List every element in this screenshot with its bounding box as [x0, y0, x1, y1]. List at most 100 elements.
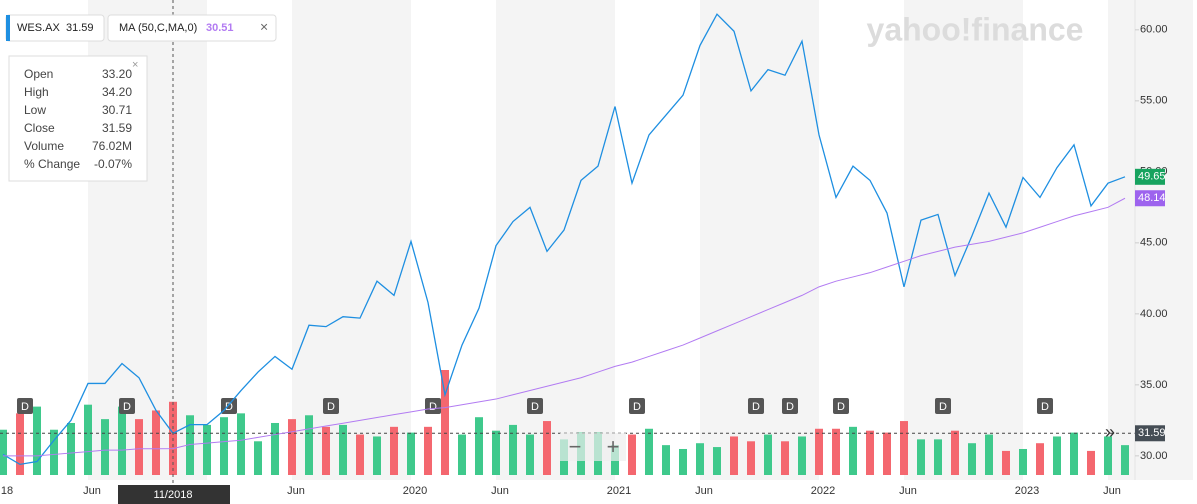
- volume-bar: [1087, 450, 1095, 475]
- y-tick-label: 55.00: [1140, 95, 1168, 107]
- x-tick-label: 18: [1, 485, 13, 497]
- volume-bar: [50, 429, 58, 475]
- volume-bar: [0, 429, 7, 475]
- volume-bar: [339, 424, 347, 475]
- tooltip: [8, 55, 148, 182]
- x-tick-label: 2022: [811, 485, 835, 497]
- volume-bar: [747, 441, 755, 475]
- dividend-label: D: [939, 401, 947, 413]
- legend-accent: [6, 15, 10, 41]
- dividend-marker: [527, 398, 543, 414]
- volume-bar: [679, 448, 687, 475]
- x-tick-label: Jun: [83, 485, 101, 497]
- volume-bar: [543, 421, 551, 475]
- legend-name: MA (50,C,MA,0): [119, 22, 197, 34]
- legend-name: WES.AX: [17, 22, 60, 34]
- price-badge: [1135, 190, 1165, 207]
- dividend-marker: [748, 398, 764, 414]
- dividend-marker: [629, 398, 645, 414]
- zoom-button[interactable]: −: [569, 434, 582, 459]
- price-line-series: [2, 13, 1126, 466]
- x-tick-label: Jun: [287, 485, 305, 497]
- price-badge-label: 31.59: [1138, 427, 1166, 439]
- volume-bar: [1053, 436, 1061, 475]
- volume-bar: [713, 447, 721, 475]
- tooltip-key: Low: [24, 103, 46, 117]
- scroll-button[interactable]: »: [1105, 422, 1115, 442]
- volume-bar: [1019, 448, 1027, 475]
- x-tick-label: Jun: [1103, 485, 1121, 497]
- dividend-label: D: [531, 401, 539, 413]
- volume-bar: [135, 419, 143, 475]
- tooltip-value: 31.59: [102, 121, 132, 135]
- tooltip-value: 30.71: [102, 103, 132, 117]
- band: [1108, 0, 1193, 480]
- x-tick-label: Jun: [695, 485, 713, 497]
- x-tick-label: 2021: [607, 485, 631, 497]
- x-tick-label: 2020: [403, 485, 427, 497]
- volume-bar: [900, 421, 908, 475]
- legend-value: 30.51: [206, 22, 234, 34]
- volume-bar: [390, 426, 398, 475]
- price-badge-label: 49.65: [1138, 171, 1166, 183]
- y-tick-label: 35.00: [1140, 379, 1168, 391]
- volume-bar: [628, 434, 636, 475]
- volume-bar: [203, 424, 211, 475]
- dividend-marker: [833, 398, 849, 414]
- volume-bar: [373, 436, 381, 475]
- crosshair-label-box: [118, 485, 230, 504]
- volume-bar: [101, 419, 109, 475]
- volume-bar: [1036, 443, 1044, 475]
- legend-close[interactable]: ×: [260, 19, 268, 35]
- volume-bar: [951, 430, 959, 475]
- dividend-label: D: [429, 401, 437, 413]
- volume-bar: [1121, 445, 1129, 475]
- tooltip-key: Open: [24, 67, 53, 81]
- dividend-label: D: [225, 401, 233, 413]
- dividend-marker: [782, 398, 798, 414]
- dividend-marker: [323, 398, 339, 414]
- dividend-marker: [425, 398, 441, 414]
- band: [292, 0, 411, 480]
- volume-bar: [781, 441, 789, 475]
- price-badge: [1135, 425, 1165, 442]
- volume-bar: [832, 428, 840, 475]
- x-tick-label: Jun: [899, 485, 917, 497]
- tooltip-value: 33.20: [102, 67, 132, 81]
- dividend-label: D: [633, 401, 641, 413]
- tooltip-value: 34.20: [102, 85, 132, 99]
- price-badge: [1135, 168, 1165, 185]
- volume-bar: [849, 426, 857, 475]
- volume-bar: [458, 434, 466, 475]
- volume-bar: [271, 422, 279, 475]
- watermark: yahoo!finance: [867, 11, 1084, 47]
- volume-bar: [934, 439, 942, 475]
- volume-bar: [67, 422, 75, 475]
- volume-bar: [526, 434, 534, 475]
- dividend-label: D: [1041, 401, 1049, 413]
- dividend-label: D: [327, 401, 335, 413]
- dividend-label: D: [752, 401, 760, 413]
- zoom-button[interactable]: +: [607, 434, 620, 459]
- x-tick-label: Jun: [491, 485, 509, 497]
- tooltip-key: Close: [24, 121, 55, 135]
- dividend-marker: [119, 398, 135, 414]
- volume-bar: [237, 413, 245, 475]
- dividend-marker: [17, 398, 33, 414]
- volume-bar: [322, 426, 330, 475]
- volume-bar: [730, 436, 738, 475]
- volume-bar: [220, 417, 228, 475]
- y-tick-label: 40.00: [1140, 308, 1168, 320]
- legend-value: 31.59: [66, 22, 94, 34]
- volume-bar: [84, 404, 92, 475]
- volume-bar: [645, 428, 653, 475]
- volume-bar: [985, 434, 993, 475]
- tooltip-key: Volume: [24, 139, 64, 153]
- dividend-label: D: [21, 401, 29, 413]
- volume-bar: [424, 426, 432, 475]
- volume-bar: [186, 415, 194, 475]
- tooltip-close[interactable]: ×: [132, 59, 138, 71]
- volume-bar: [288, 419, 296, 475]
- volume-bar: [866, 430, 874, 475]
- volume-bar: [407, 432, 415, 475]
